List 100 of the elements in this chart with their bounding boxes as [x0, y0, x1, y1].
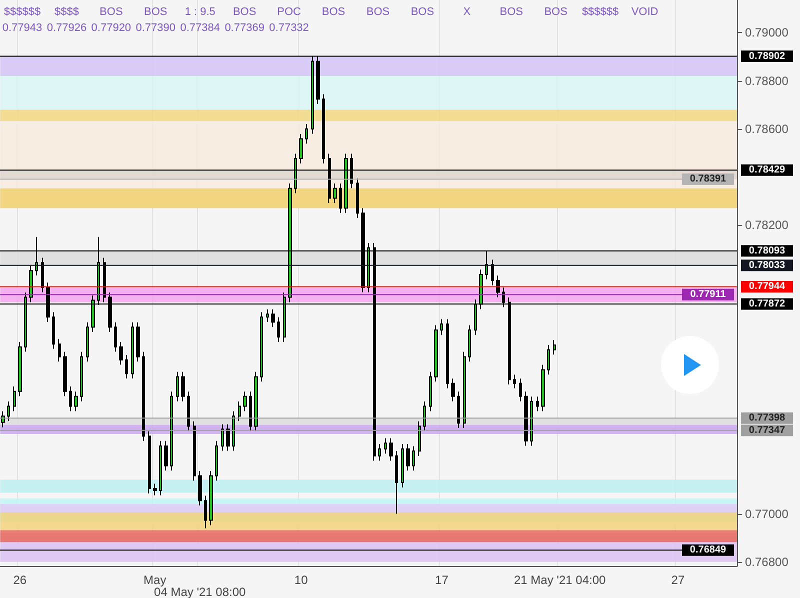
candlestick — [429, 371, 432, 412]
ref-line-label: 0.78429 — [748, 164, 786, 176]
ref-line-label: 0.77347 — [748, 424, 786, 436]
x-tick-label: 26 — [13, 573, 27, 587]
annotation: BOS — [500, 6, 523, 18]
candlestick — [412, 446, 415, 472]
candlestick — [524, 391, 528, 446]
candlestick — [114, 322, 117, 352]
candlestick — [238, 400, 241, 422]
candlestick — [69, 386, 72, 412]
annotation: 0.77390 — [136, 22, 176, 34]
candlestick — [322, 94, 325, 164]
ref-line-label: 0.78033 — [748, 260, 786, 271]
candlestick — [13, 386, 16, 412]
candlestick — [52, 312, 55, 350]
candlestick — [7, 400, 10, 422]
ref-line-label: 0.78391 — [690, 174, 727, 185]
x-tick-label: 27 — [671, 573, 685, 587]
y-tick-label: 0.77000 — [745, 506, 789, 521]
candlestick — [271, 308, 275, 328]
annotation: BOS — [544, 6, 568, 18]
candlestick — [395, 450, 398, 514]
candlestick — [170, 391, 173, 472]
annotation: X — [463, 6, 472, 18]
y-tick-label: 0.78200 — [745, 218, 789, 232]
candlestick — [384, 438, 387, 454]
x-tick-label: 17 — [435, 573, 449, 587]
candlestick — [305, 124, 308, 144]
candlestick — [221, 424, 224, 452]
candlestick — [63, 351, 67, 397]
candlestick — [547, 344, 550, 376]
candlestick — [193, 420, 196, 482]
y-tick-label: 0.79000 — [745, 26, 789, 40]
y-tick-label: 0.78600 — [745, 122, 789, 136]
candlestick — [440, 318, 443, 336]
candlestick — [457, 391, 460, 428]
candlestick — [204, 495, 207, 529]
candlestick — [423, 400, 426, 432]
annotation: 0.77926 — [46, 22, 87, 34]
candlestick — [142, 351, 145, 442]
ref-line-label: 0.78902 — [748, 50, 786, 62]
candlestick — [232, 410, 235, 452]
ref-line-label: 0.77944 — [748, 281, 786, 292]
annotation: $$$$$$ — [4, 6, 41, 18]
ref-line-label: 0.77872 — [748, 298, 786, 310]
candlestick — [58, 338, 61, 362]
candlestick — [491, 259, 494, 286]
candlestick — [125, 354, 128, 379]
y-tick-label: 0.78800 — [745, 74, 789, 88]
candlestick — [530, 396, 533, 446]
annotation: POC — [277, 6, 302, 18]
candlestick — [74, 391, 78, 412]
candlestick — [356, 178, 359, 218]
annotation: VOID — [631, 6, 658, 18]
annotation: 1 : 9.5 — [184, 6, 216, 18]
candlestick — [181, 371, 185, 402]
x-tick-label: 10 — [294, 573, 308, 587]
candlestick — [451, 378, 455, 402]
candlestick — [164, 440, 168, 472]
annotation: BOS — [232, 6, 256, 18]
candlestick — [553, 340, 556, 356]
candlestick — [446, 318, 449, 389]
candlestick — [226, 424, 230, 452]
candlestick — [496, 275, 500, 298]
candlestick — [418, 420, 421, 456]
candlestick — [153, 483, 157, 496]
candlestick — [148, 430, 151, 494]
annotation: 0.77384 — [180, 22, 220, 34]
annotation: BOS — [100, 6, 123, 18]
candlestick — [513, 374, 516, 389]
candlestick — [243, 391, 247, 412]
annotation: 0.77943 — [2, 22, 42, 34]
candlestick — [18, 342, 22, 397]
candlestick — [406, 444, 410, 472]
annotation: 0.77369 — [224, 22, 264, 34]
candlestick — [136, 322, 140, 362]
candlestick — [266, 308, 269, 322]
candlestick — [434, 324, 438, 382]
annotation: BOS — [366, 6, 390, 18]
candlestick — [401, 444, 404, 488]
candlestick — [86, 322, 89, 362]
candlestick — [198, 470, 202, 506]
candlestick — [339, 183, 342, 214]
candlestick — [187, 391, 190, 432]
ref-line-label: 0.78093 — [748, 245, 786, 256]
candlestick — [463, 351, 466, 428]
y-tick-label: 0.76800 — [745, 554, 789, 569]
annotation: $$$$ — [54, 6, 79, 18]
candlestick — [119, 342, 123, 366]
annotation: 0.77332 — [269, 22, 309, 34]
candlestick — [249, 391, 252, 432]
candlestick — [333, 183, 337, 204]
annotation: 0.77920 — [91, 22, 132, 34]
annotation: BOS — [322, 6, 346, 18]
candlestick — [277, 316, 280, 342]
candlestick — [468, 324, 471, 362]
candlestick — [80, 351, 83, 402]
annotation: BOS — [410, 6, 434, 18]
candlestick — [378, 444, 381, 462]
candlestick — [260, 312, 263, 382]
